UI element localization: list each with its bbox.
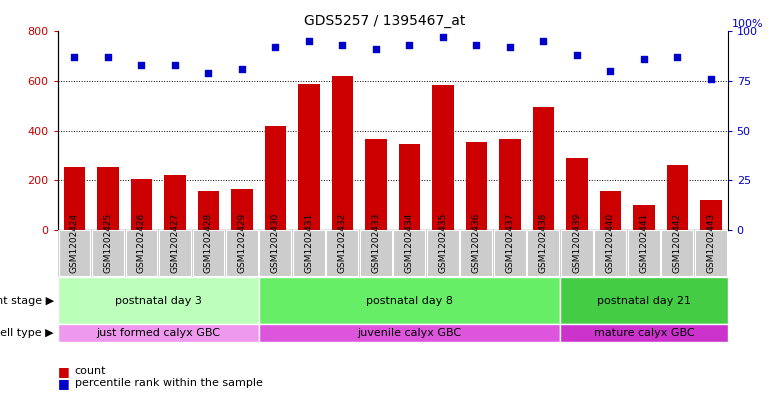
Bar bbox=[633, 205, 654, 230]
Point bbox=[370, 46, 382, 52]
Point bbox=[604, 68, 617, 74]
Text: GSM1202426: GSM1202426 bbox=[137, 213, 146, 273]
Point bbox=[303, 38, 315, 44]
Text: GSM1202437: GSM1202437 bbox=[505, 213, 514, 273]
Bar bbox=[700, 200, 721, 230]
Text: postnatal day 3: postnatal day 3 bbox=[115, 296, 202, 306]
Text: GSM1202425: GSM1202425 bbox=[103, 213, 112, 273]
Point bbox=[638, 56, 650, 62]
Point bbox=[336, 42, 349, 48]
Text: GSM1202438: GSM1202438 bbox=[539, 213, 548, 273]
Text: GSM1202433: GSM1202433 bbox=[371, 213, 380, 273]
Text: percentile rank within the sample: percentile rank within the sample bbox=[75, 378, 263, 388]
Text: GSM1202432: GSM1202432 bbox=[338, 213, 347, 273]
Text: GSM1202441: GSM1202441 bbox=[639, 213, 648, 273]
Point bbox=[169, 62, 181, 68]
Text: GSM1202436: GSM1202436 bbox=[472, 213, 481, 273]
Point bbox=[102, 54, 114, 61]
Text: ■: ■ bbox=[58, 376, 69, 390]
Text: GSM1202429: GSM1202429 bbox=[237, 213, 246, 273]
Bar bbox=[164, 175, 186, 230]
Text: GSM1202435: GSM1202435 bbox=[438, 213, 447, 273]
Text: postnatal day 8: postnatal day 8 bbox=[366, 296, 453, 306]
Point bbox=[504, 44, 516, 50]
Text: just formed calyx GBC: just formed calyx GBC bbox=[96, 328, 220, 338]
Bar bbox=[399, 144, 420, 230]
Bar bbox=[499, 140, 521, 230]
Text: mature calyx GBC: mature calyx GBC bbox=[594, 328, 695, 338]
Bar bbox=[231, 189, 253, 230]
Bar bbox=[600, 191, 621, 230]
Text: postnatal day 21: postnatal day 21 bbox=[597, 296, 691, 306]
Point bbox=[470, 42, 483, 48]
Bar bbox=[64, 167, 85, 230]
Point bbox=[270, 44, 282, 50]
Bar bbox=[566, 158, 588, 230]
Point bbox=[671, 54, 684, 61]
Text: GSM1202442: GSM1202442 bbox=[673, 213, 682, 273]
Text: GSM1202430: GSM1202430 bbox=[271, 213, 280, 273]
Text: GSM1202440: GSM1202440 bbox=[606, 213, 615, 273]
Bar bbox=[97, 167, 119, 230]
Text: GSM1202434: GSM1202434 bbox=[405, 213, 414, 273]
Bar bbox=[265, 126, 286, 230]
Text: development stage ▶: development stage ▶ bbox=[0, 296, 54, 306]
Text: GSM1202431: GSM1202431 bbox=[304, 213, 313, 273]
Bar bbox=[533, 107, 554, 230]
Text: cell type ▶: cell type ▶ bbox=[0, 328, 54, 338]
Point bbox=[203, 70, 215, 76]
Text: GSM1202428: GSM1202428 bbox=[204, 213, 213, 273]
Bar bbox=[131, 179, 152, 230]
Bar bbox=[466, 142, 487, 230]
Text: juvenile calyx GBC: juvenile calyx GBC bbox=[357, 328, 461, 338]
Text: GSM1202443: GSM1202443 bbox=[706, 213, 715, 273]
Point bbox=[236, 66, 248, 72]
Point bbox=[136, 62, 148, 68]
Point bbox=[705, 76, 717, 82]
Bar bbox=[667, 165, 688, 230]
Bar bbox=[332, 76, 353, 230]
Point bbox=[537, 38, 550, 44]
Bar bbox=[432, 85, 454, 230]
Point bbox=[571, 52, 583, 59]
Text: ■: ■ bbox=[58, 365, 69, 378]
Text: GSM1202424: GSM1202424 bbox=[70, 213, 79, 273]
Bar bbox=[365, 140, 387, 230]
Text: GDS5257 / 1395467_at: GDS5257 / 1395467_at bbox=[304, 14, 466, 28]
Text: 100%: 100% bbox=[732, 20, 763, 29]
Bar bbox=[298, 84, 320, 230]
Point bbox=[403, 42, 416, 48]
Bar bbox=[198, 191, 219, 230]
Text: GSM1202427: GSM1202427 bbox=[170, 213, 179, 273]
Text: GSM1202439: GSM1202439 bbox=[572, 213, 581, 273]
Point bbox=[437, 34, 449, 40]
Point bbox=[69, 54, 81, 61]
Text: count: count bbox=[75, 366, 106, 376]
